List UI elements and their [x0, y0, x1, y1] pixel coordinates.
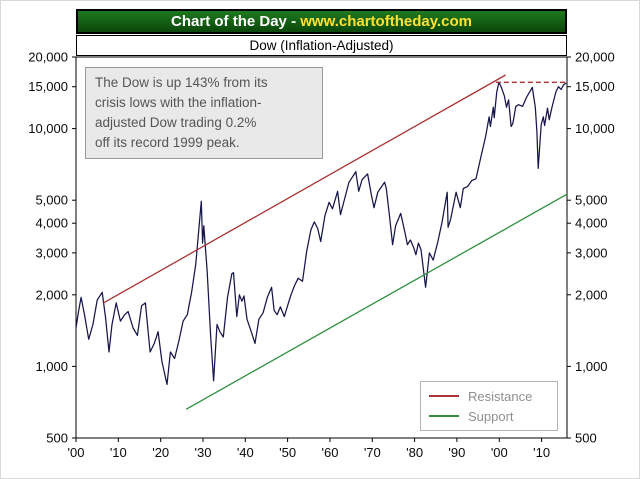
legend-item-resistance: Resistance [429, 386, 549, 406]
annotation-line-1: The Dow is up 143% from its [95, 75, 268, 90]
svg-text:'80: '80 [406, 445, 423, 460]
resistance-line-icon [429, 395, 459, 397]
annotation-line-2: crisis lows with the inflation- [95, 94, 262, 110]
svg-text:2,000: 2,000 [575, 287, 608, 302]
svg-text:'50: '50 [279, 445, 296, 460]
svg-text:'30: '30 [195, 445, 212, 460]
svg-text:500: 500 [46, 431, 68, 446]
annotation-line-4: off its record 1999 peak. [95, 134, 240, 150]
header-bar: Chart of the Day - www.chartoftheday.com [76, 9, 567, 34]
header-separator: - [286, 13, 301, 30]
svg-text:1,000: 1,000 [35, 359, 68, 374]
header-title: Chart of the Day [171, 13, 287, 30]
header-url-link[interactable]: www.chartoftheday.com [300, 13, 472, 30]
annotation-box: The Dow is up 143% from its crisis lows … [85, 67, 323, 159]
svg-text:'00: '00 [491, 445, 508, 460]
annotation-line-3: adjusted Dow trading 0.2% [95, 114, 257, 130]
svg-text:10,000: 10,000 [575, 121, 615, 136]
svg-text:'90: '90 [448, 445, 465, 460]
svg-text:2,000: 2,000 [35, 287, 68, 302]
svg-text:4,000: 4,000 [575, 216, 608, 231]
svg-text:15,000: 15,000 [575, 79, 615, 94]
svg-text:20,000: 20,000 [575, 50, 615, 65]
legend-item-support: Support [429, 406, 549, 426]
svg-text:'10: '10 [533, 445, 550, 460]
svg-text:'10: '10 [110, 445, 127, 460]
svg-text:'20: '20 [152, 445, 169, 460]
svg-text:3,000: 3,000 [35, 245, 68, 260]
legend-label-resistance: Resistance [468, 388, 533, 404]
svg-text:500: 500 [575, 431, 597, 446]
svg-text:5,000: 5,000 [575, 193, 608, 208]
legend-box: Resistance Support [420, 381, 558, 431]
svg-text:3,000: 3,000 [575, 245, 608, 260]
legend-label-support: Support [468, 408, 514, 424]
chart-title: Dow (Inflation-Adjusted) [76, 35, 567, 56]
svg-text:'70: '70 [364, 445, 381, 460]
svg-text:'00: '00 [68, 445, 85, 460]
svg-text:10,000: 10,000 [28, 121, 68, 136]
support-line-icon [429, 415, 459, 417]
svg-text:'40: '40 [237, 445, 254, 460]
svg-text:4,000: 4,000 [35, 216, 68, 231]
svg-text:5,000: 5,000 [35, 193, 68, 208]
svg-text:'60: '60 [322, 445, 339, 460]
svg-text:1,000: 1,000 [575, 359, 608, 374]
svg-text:20,000: 20,000 [28, 50, 68, 65]
svg-text:15,000: 15,000 [28, 79, 68, 94]
